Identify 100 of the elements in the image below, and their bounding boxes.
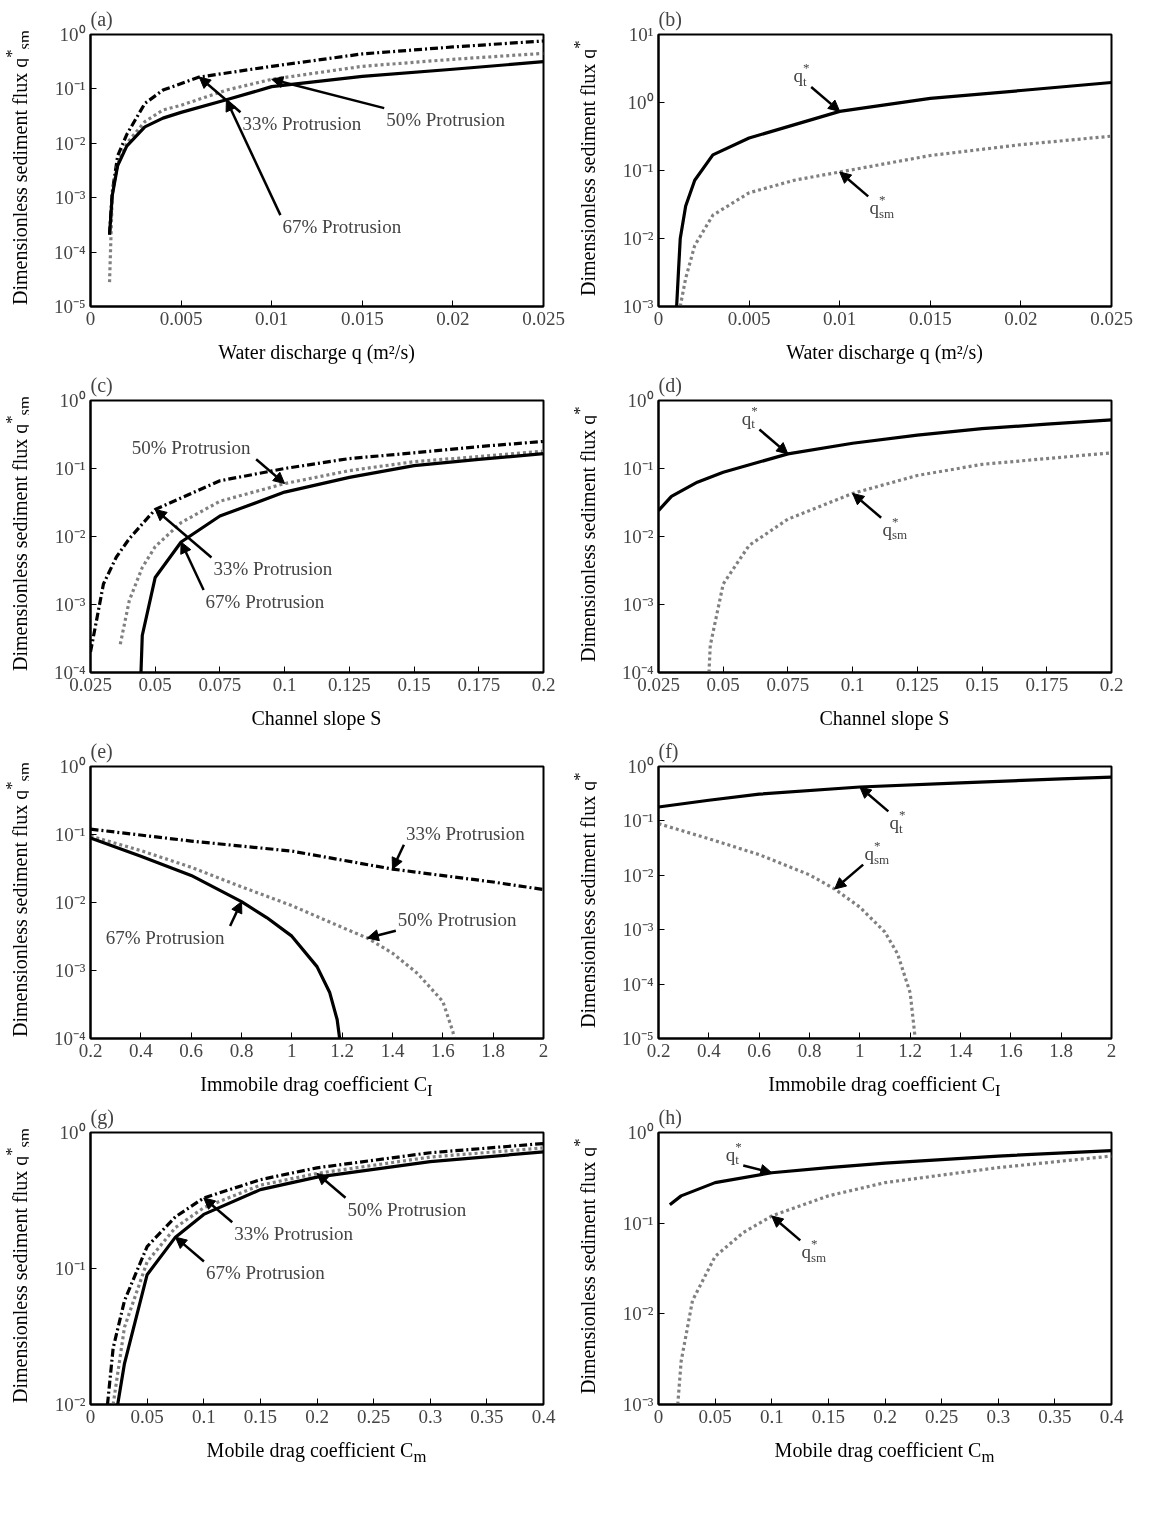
x-tick-label: 0.025 bbox=[1090, 307, 1133, 329]
y-tick-label: 10⁻² bbox=[622, 864, 654, 886]
y-tick-label: 10⁻⁴ bbox=[53, 241, 86, 263]
x-axis-title: Water discharge q (m²/s) bbox=[217, 340, 416, 366]
x-tick-label: 0.4 bbox=[1099, 1405, 1124, 1427]
y-tick-label: 10⁰ bbox=[59, 1122, 86, 1143]
x-tick-label: 0.4 bbox=[128, 1039, 154, 1061]
chart-title: (h) bbox=[658, 1105, 682, 1129]
annotation: 67% Protrusion bbox=[205, 1262, 326, 1284]
x-tick-label: 0.8 bbox=[229, 1039, 254, 1061]
x-tick-label: 0.05 bbox=[130, 1405, 164, 1427]
x-tick-label: 0.075 bbox=[198, 673, 242, 695]
annotation: 50% Protrusion bbox=[386, 108, 506, 130]
annotation: 33% Protrusion bbox=[213, 558, 333, 580]
line-series bbox=[707, 451, 1112, 673]
y-tick-label: 10⁻¹ bbox=[54, 458, 86, 479]
x-tick-label: 0.025 bbox=[522, 307, 565, 329]
y-tick-label: 10⁻² bbox=[54, 526, 86, 547]
x-tick-label: 0.25 bbox=[357, 1405, 391, 1427]
x-tick-label: 0.1 bbox=[272, 673, 297, 695]
chart-title: (d) bbox=[658, 373, 682, 397]
y-tick-label: 10⁻³ bbox=[622, 296, 654, 317]
x-tick-label: 0 bbox=[653, 307, 664, 329]
y-tick-label: 10⁻³ bbox=[54, 187, 86, 209]
annotation: 67% Protrusion bbox=[282, 215, 402, 237]
x-tick-label: 0.1 bbox=[840, 673, 865, 695]
y-tick-label: 10⁻¹ bbox=[622, 1212, 654, 1234]
y-tick-label: 10⁻¹ bbox=[54, 824, 86, 845]
x-tick-label: 1.8 bbox=[481, 1039, 506, 1061]
x-tick-label: 0.35 bbox=[1038, 1405, 1072, 1427]
y-tick-label: 10¹ bbox=[628, 24, 654, 45]
x-axis-title: Mobile drag coefficient C$_{m}$ bbox=[773, 1438, 996, 1468]
x-tick-label: 1 bbox=[287, 1039, 297, 1061]
x-tick-label: 0.35 bbox=[470, 1405, 504, 1427]
x-tick-label: 1.2 bbox=[898, 1039, 923, 1061]
x-tick-label: 2 bbox=[538, 1039, 549, 1061]
x-axis-title: Immobile drag coefficient C$_{I}$ bbox=[767, 1072, 1002, 1102]
x-tick-label: 0.01 bbox=[255, 307, 289, 329]
y-tick-label: 10⁻² bbox=[54, 132, 86, 154]
y-tick-label: 10⁰ bbox=[59, 390, 86, 411]
y-tick-label: 10⁰ bbox=[59, 24, 86, 45]
x-tick-label: 0.25 bbox=[925, 1405, 959, 1427]
annotation: 50% Protrusion bbox=[347, 1198, 467, 1220]
y-tick-label: 10⁰ bbox=[59, 756, 86, 777]
y-tick-label: 10⁻³ bbox=[622, 594, 654, 615]
chart-title: (f) bbox=[658, 739, 679, 763]
chart-title: (b) bbox=[658, 7, 682, 31]
y-tick-label: 10⁻² bbox=[54, 892, 86, 913]
chart-title: (a) bbox=[90, 7, 113, 31]
x-tick-label: 0.15 bbox=[243, 1405, 277, 1427]
x-tick-label: 0.015 bbox=[340, 307, 384, 329]
x-tick-label: 1.4 bbox=[948, 1039, 973, 1061]
x-tick-label: 0.05 bbox=[698, 1405, 732, 1427]
x-tick-label: 0.125 bbox=[327, 673, 371, 695]
x-tick-label: 0 bbox=[85, 307, 96, 329]
annotation: 50% Protrusion bbox=[397, 908, 518, 930]
x-tick-label: 0.1 bbox=[759, 1405, 784, 1427]
x-tick-label: 0.4 bbox=[531, 1405, 556, 1427]
x-tick-label: 0.15 bbox=[965, 673, 999, 695]
x-tick-label: 1.6 bbox=[998, 1039, 1023, 1061]
y-tick-label: 10⁻¹ bbox=[622, 458, 654, 479]
x-tick-label: 0.1 bbox=[191, 1405, 216, 1427]
x-tick-label: 0 bbox=[653, 1405, 664, 1427]
x-tick-label: 0.125 bbox=[895, 673, 939, 695]
y-tick-label: 10⁻³ bbox=[54, 594, 86, 615]
x-tick-label: 0.15 bbox=[811, 1405, 845, 1427]
chart-title: (e) bbox=[90, 739, 113, 763]
x-axis-title: Mobile drag coefficient C$_{m}$ bbox=[205, 1438, 428, 1468]
x-tick-label: 0.2 bbox=[531, 673, 556, 695]
y-tick-label: 10⁻³ bbox=[54, 960, 86, 981]
x-tick-label: 2 bbox=[1106, 1039, 1117, 1061]
y-tick-label: 10⁻² bbox=[622, 1303, 654, 1325]
y-tick-label: 10⁻¹ bbox=[54, 78, 86, 100]
x-axis-title: Immobile drag coefficient C$_{I}$ bbox=[199, 1072, 434, 1102]
annotation: 67% Protrusion bbox=[205, 590, 325, 612]
x-axis-title: Channel slope S bbox=[250, 706, 383, 732]
x-tick-label: 0.6 bbox=[747, 1039, 772, 1061]
x-tick-label: 0 bbox=[85, 1405, 96, 1427]
y-tick-label: 10⁻¹ bbox=[622, 810, 654, 832]
x-tick-label: 1.6 bbox=[430, 1039, 455, 1061]
y-tick-label: 10⁻³ bbox=[622, 1394, 654, 1415]
x-tick-label: 0.15 bbox=[397, 673, 431, 695]
x-tick-label: 0.05 bbox=[138, 673, 172, 695]
y-tick-label: 10⁰ bbox=[627, 390, 654, 411]
x-tick-label: 0.8 bbox=[797, 1039, 822, 1061]
y-tick-label: 10⁻⁵ bbox=[53, 296, 86, 317]
annotation: 67% Protrusion bbox=[105, 926, 225, 948]
x-tick-label: 0.01 bbox=[823, 307, 857, 329]
x-tick-label: 0.02 bbox=[436, 307, 470, 329]
y-tick-label: 10⁻² bbox=[622, 228, 654, 249]
annotation: 33% Protrusion bbox=[234, 1223, 354, 1245]
x-tick-label: 0.175 bbox=[1025, 673, 1069, 695]
annotation: 50% Protrusion bbox=[131, 437, 252, 459]
y-tick-label: 10⁰ bbox=[627, 756, 654, 777]
x-tick-label: 0.005 bbox=[159, 307, 203, 329]
x-tick-label: 1.8 bbox=[1049, 1039, 1074, 1061]
y-tick-label: 10⁻¹ bbox=[622, 160, 654, 181]
x-tick-label: 0.005 bbox=[727, 307, 771, 329]
x-tick-label: 0.175 bbox=[457, 673, 501, 695]
y-tick-label: 10⁰ bbox=[627, 92, 654, 113]
